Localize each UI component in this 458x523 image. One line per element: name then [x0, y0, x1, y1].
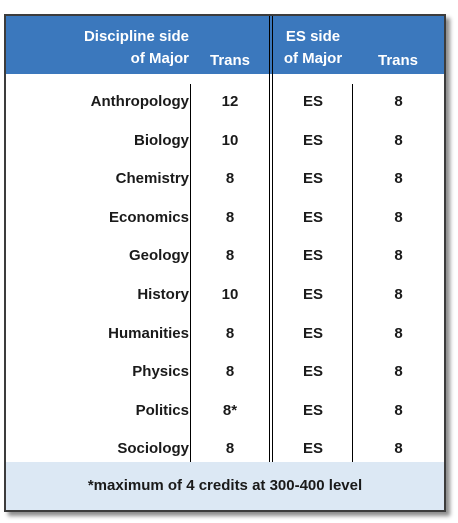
table-row: Economics 8 ES 8: [6, 198, 444, 237]
es-cell: ES: [302, 170, 323, 188]
discipline-cell: Geology: [128, 247, 189, 265]
es-trans-cell: 8: [394, 170, 403, 188]
es-cell: ES: [302, 401, 323, 419]
discipline-cell: Chemistry: [115, 170, 189, 188]
table-row: Sociology 8 ES 8: [6, 429, 444, 468]
es-trans-cell: 8: [394, 324, 403, 342]
es-cell: ES: [302, 247, 323, 265]
table-row: Humanities 8 ES 8: [6, 314, 444, 353]
discipline-cell: Politics: [135, 401, 189, 419]
trans-cell: 8: [225, 208, 235, 226]
es-cell: ES: [302, 324, 323, 342]
es-cell: ES: [302, 286, 323, 303]
es-cell: ES: [302, 131, 323, 149]
trans-cell: 8: [225, 170, 235, 188]
table-footer: *maximum of 4 credits at 300-400 level: [6, 462, 444, 510]
discipline-cell: Economics: [108, 208, 189, 226]
es-cell: ES: [302, 363, 323, 381]
es-trans-cell: 8: [394, 401, 403, 419]
header-discipline-line1: Discipline side: [83, 28, 189, 45]
table-row: Anthropology 12 ES 8: [6, 82, 444, 121]
header-trans-discipline: Trans: [209, 52, 251, 69]
trans-cell: 8*: [222, 401, 238, 419]
es-trans-cell: 8: [394, 247, 403, 265]
footnote: *maximum of 4 credits at 300-400 level: [87, 477, 363, 494]
table-header: Discipline side of Major Trans ES side o…: [6, 16, 444, 74]
column-divider-double-b: [272, 16, 273, 462]
header-es-line2: of Major: [283, 50, 343, 67]
es-cell: ES: [302, 208, 323, 226]
discipline-cell: Physics: [132, 363, 189, 381]
es-cell: ES: [302, 440, 323, 458]
discipline-cell: History: [137, 286, 189, 303]
header-discipline-side: Discipline side of Major: [6, 26, 189, 70]
es-trans-cell: 8: [394, 286, 403, 303]
discipline-cell: Humanities: [108, 324, 189, 342]
column-divider-double-a: [269, 16, 270, 462]
column-divider-3: [352, 84, 353, 462]
table-row: Chemistry 8 ES 8: [6, 159, 444, 198]
trans-cell: 8: [225, 247, 235, 265]
es-trans-cell: 8: [394, 363, 403, 381]
table-row: Biology 10 ES 8: [6, 121, 444, 160]
es-trans-cell: 8: [394, 131, 403, 149]
header-trans-es: Trans: [377, 52, 419, 69]
discipline-cell: Biology: [134, 131, 189, 149]
header-es-line1: ES side: [285, 28, 341, 45]
table-row: History 10 ES 8: [6, 275, 444, 314]
trans-cell: 8: [225, 363, 235, 381]
table-row: Geology 8 ES 8: [6, 236, 444, 275]
discipline-cell: Anthropology: [90, 93, 189, 110]
column-divider-1: [190, 84, 191, 462]
credits-table: Discipline side of Major Trans ES side o…: [4, 14, 446, 512]
header-discipline-line2: of Major: [130, 50, 189, 67]
es-trans-cell: 8: [394, 208, 403, 226]
discipline-cell: Sociology: [117, 440, 189, 458]
trans-cell: 12: [221, 93, 239, 110]
es-trans-cell: 8: [394, 440, 403, 458]
trans-cell: 10: [221, 286, 239, 303]
trans-cell: 8: [225, 324, 235, 342]
header-es-side: ES side of Major: [272, 26, 354, 70]
trans-cell: 8: [225, 440, 235, 458]
es-cell: ES: [302, 93, 323, 110]
es-trans-cell: 8: [394, 93, 403, 110]
table-row: Politics 8* ES 8: [6, 391, 444, 430]
table-row: Physics 8 ES 8: [6, 352, 444, 391]
trans-cell: 10: [221, 131, 239, 149]
